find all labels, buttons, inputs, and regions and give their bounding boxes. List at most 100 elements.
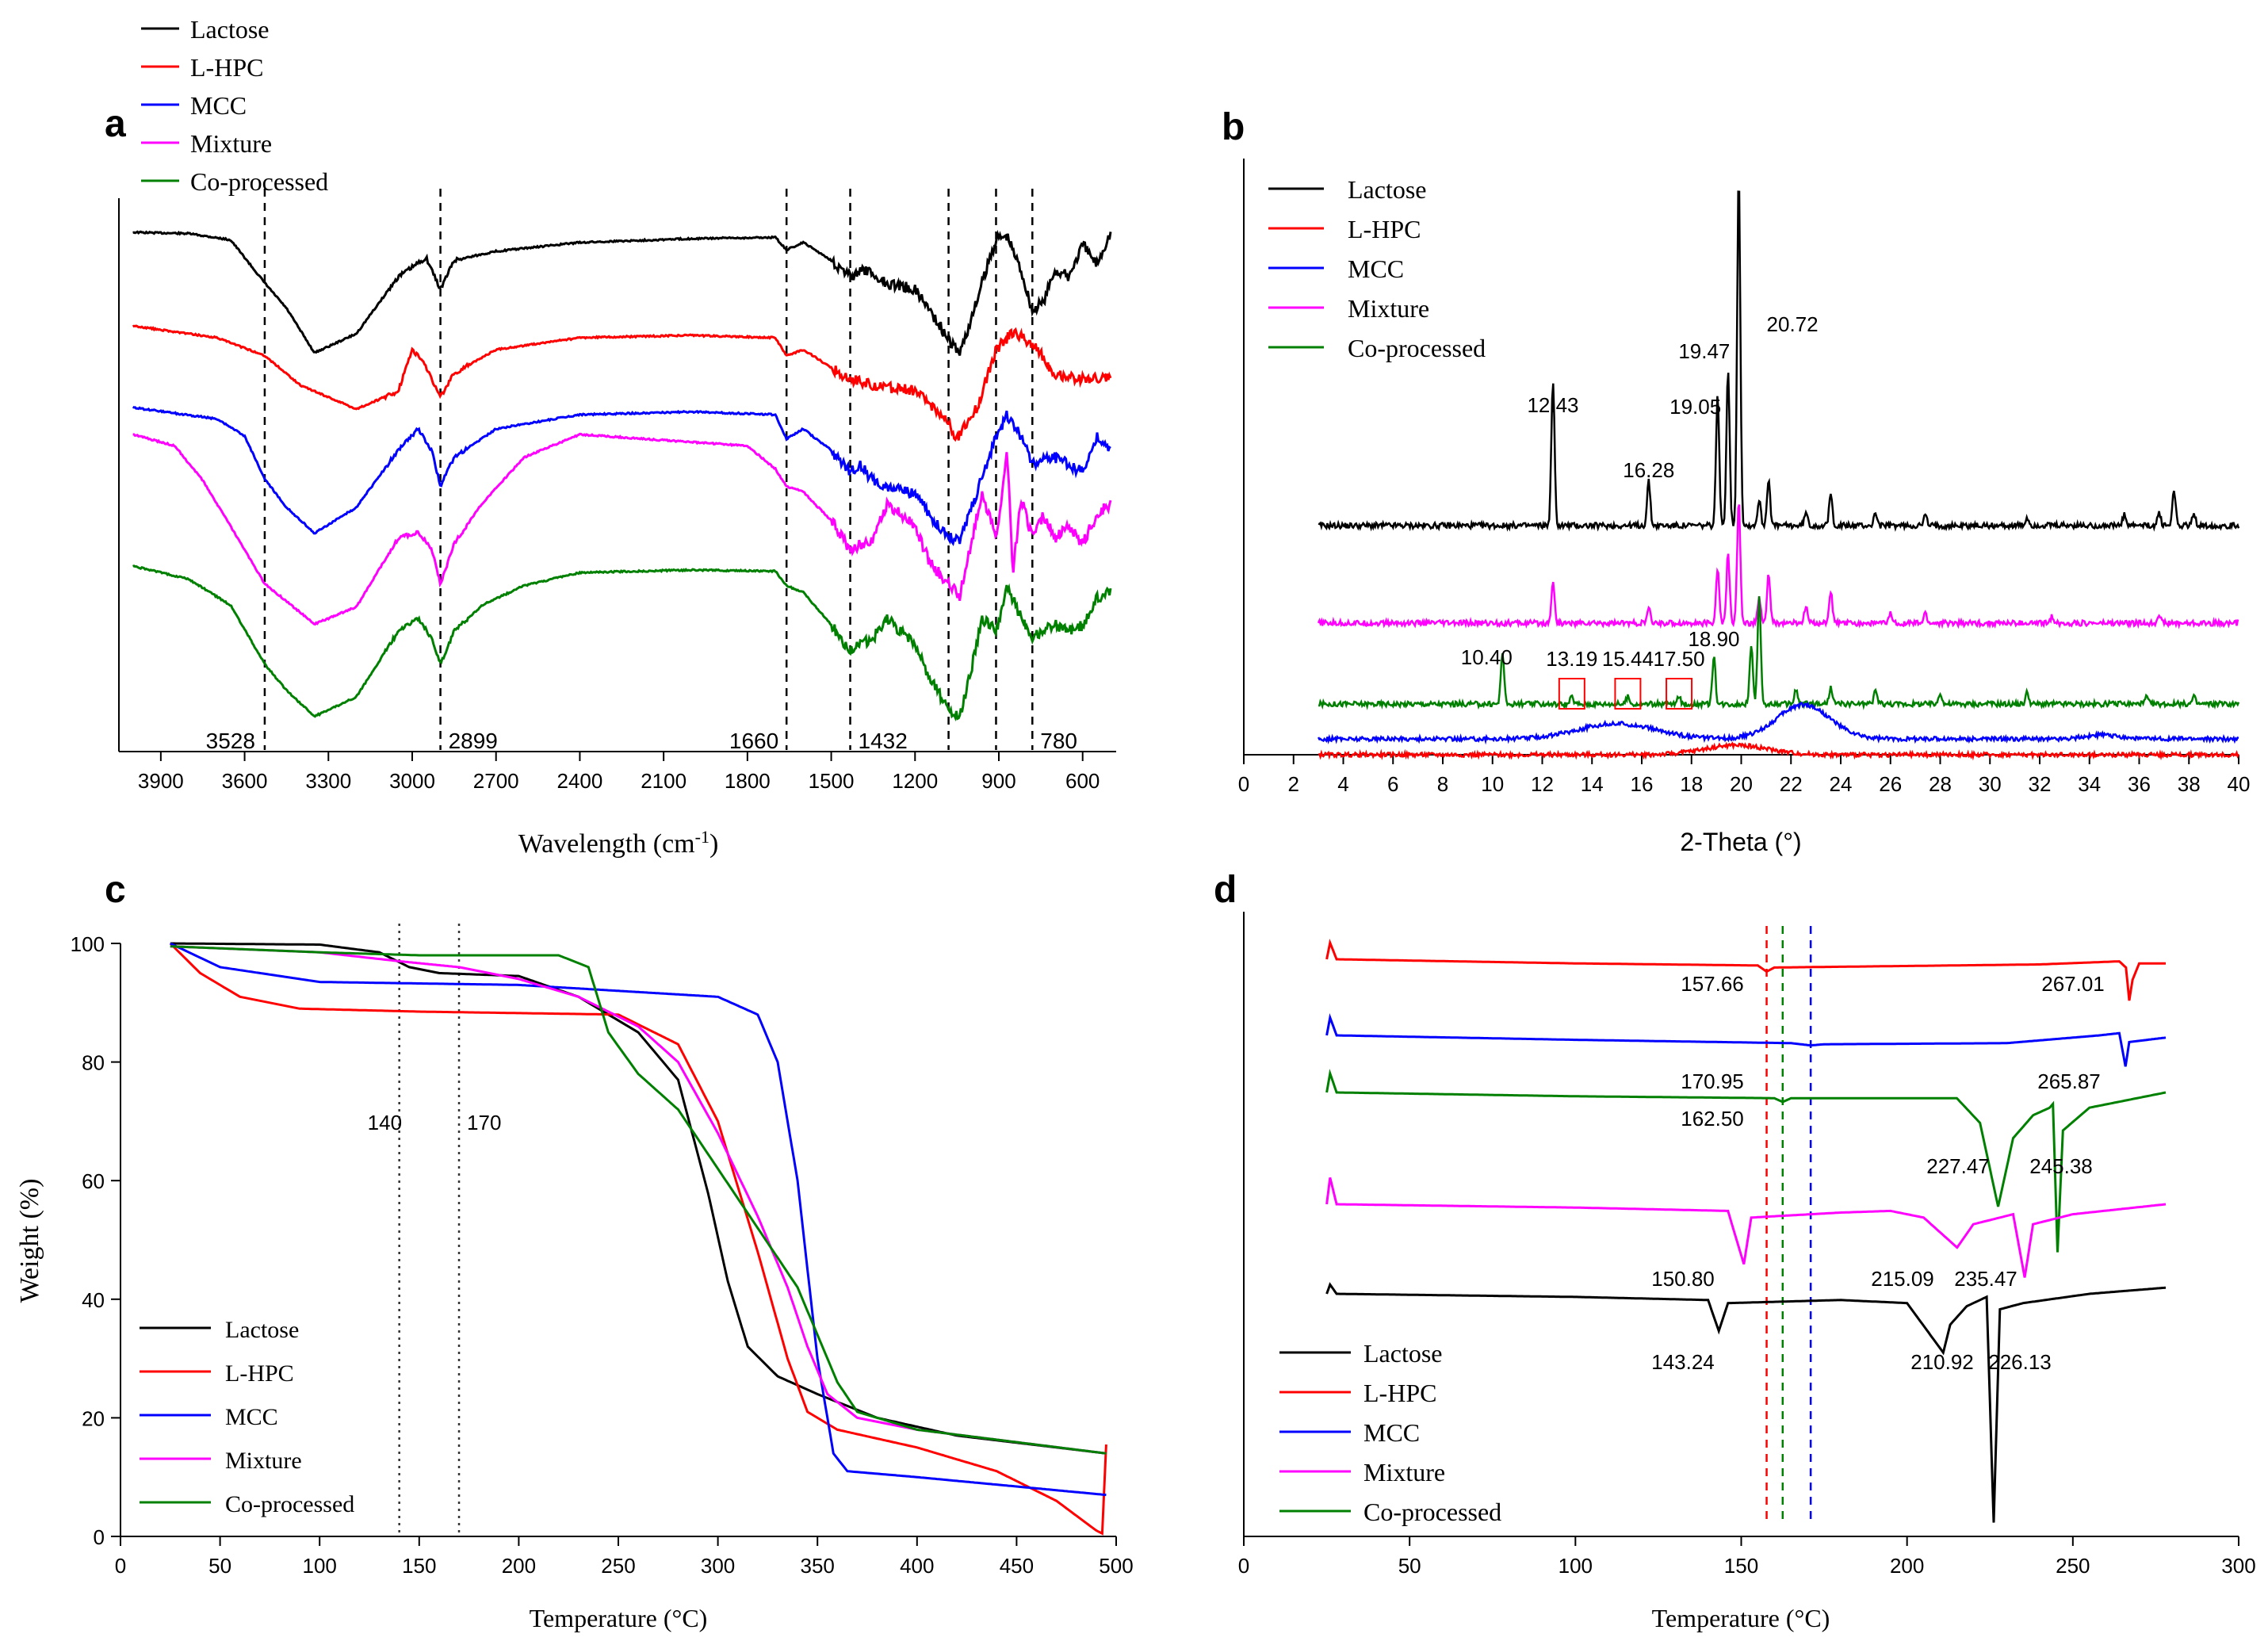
x-tick-label: 250 (601, 1554, 635, 1578)
series-line-l-hpc (1325, 939, 2166, 1001)
legend-label: Mixture (1363, 1458, 1445, 1486)
peak-annotation: 3528 (206, 729, 255, 753)
x-tick-label: 150 (402, 1554, 436, 1578)
y-axis-title: Weight (%) (15, 1179, 44, 1303)
y-tick-label: 60 (82, 1169, 105, 1193)
x-tick-label: 40 (2228, 772, 2251, 796)
peak-annotation: 267.01 (2041, 972, 2105, 996)
x-tick-label: 200 (502, 1554, 536, 1578)
legend-label: MCC (190, 91, 247, 120)
ref-line-label: 140 (368, 1111, 402, 1134)
x-tick-label: 0 (115, 1554, 126, 1578)
series-line-l-hpc (169, 942, 1107, 1536)
x-axis-title: Temperature (°C) (530, 1604, 708, 1632)
x-tick-label: 28 (1929, 772, 1952, 796)
peak-annotation: 210.92 (1910, 1350, 1974, 1374)
legend-label: Mixture (225, 1448, 302, 1474)
x-tick-label: 30 (1979, 772, 2002, 796)
x-tick-label: 20 (1730, 772, 1753, 796)
x-tick-label: 8 (1437, 772, 1448, 796)
legend-label: Lactose (225, 1317, 299, 1343)
peak-annotation: 170.95 (1681, 1069, 1744, 1093)
x-tick-label: 10 (1481, 772, 1504, 796)
peak-annotation: 265.87 (2037, 1069, 2101, 1093)
legend-label: Mixture (190, 129, 272, 158)
peak-annotation: 1432 (859, 729, 908, 753)
peak-annotation: 150.80 (1651, 1267, 1715, 1291)
peak-annotation: 235.47 (1954, 1267, 2017, 1291)
series-line-mcc (1325, 1013, 2167, 1067)
x-tick-label: 34 (2078, 772, 2101, 796)
x-tick-label: 50 (1398, 1554, 1421, 1578)
series-line-mixture (1317, 504, 2239, 629)
panel-d-dsc: 0 50 100 150 200 250 300 Temperature (°C) 157.66… (1238, 912, 2256, 1632)
peak-annotation: 16.28 (1623, 458, 1674, 482)
peak-annotation: 1660 (729, 729, 778, 753)
peak-annotation: 780 (1040, 729, 1077, 753)
legend-label: Mixture (1348, 294, 1429, 323)
series-line-lactose (132, 229, 1112, 356)
legend-label: Co-processed (190, 167, 328, 196)
panel-label-d: d (1214, 869, 1237, 911)
peak-annotation: 227.47 (1926, 1154, 1990, 1178)
legend-label: Lactose (1363, 1339, 1443, 1368)
panel-label-c: c (105, 869, 126, 911)
x-tick-label: 1500 (809, 769, 855, 793)
x-tick-label: 2400 (557, 769, 603, 793)
peak-annotation: 19.05 (1669, 395, 1721, 419)
x-tick-label: 50 (208, 1554, 231, 1578)
x-tick-label: 600 (1065, 769, 1100, 793)
panel-b-xrd: 0 2 4 6 8 10 12 14 16 18 20 22 24 26 28 30 32 34 36 38 402-T… (1238, 159, 2251, 856)
series-line-mixture (1325, 1177, 2167, 1278)
x-tick-label: 12 (1531, 772, 1554, 796)
x-tick-label: 18 (1680, 772, 1703, 796)
panel-a-ftir: 3900 3600 3300 3000 2700 2400 2100 1800 1500 1200… (118, 15, 1116, 859)
x-tick-label: 250 (2056, 1554, 2090, 1578)
y-tick-label: 20 (82, 1406, 105, 1430)
peak-annotation: 20.72 (1767, 312, 1819, 336)
peak-annotation: 15.44 (1602, 647, 1654, 671)
x-tick-label: 350 (801, 1554, 835, 1578)
series-line-l-hpc (132, 324, 1112, 442)
peak-annotation: 226.13 (1988, 1350, 2052, 1374)
x-tick-label: 450 (1000, 1554, 1034, 1578)
x-tick-label: 1200 (892, 769, 938, 793)
x-tick-label: 4 (1337, 772, 1348, 796)
x-tick-label: 2700 (473, 769, 519, 793)
x-tick-label: 32 (2029, 772, 2052, 796)
peak-annotation: 19.47 (1678, 339, 1730, 363)
peak-highlight-box (1614, 678, 1642, 710)
legend-label: L-HPC (1348, 215, 1421, 243)
peak-highlight-box (1558, 678, 1585, 710)
x-tick-label: 400 (900, 1554, 934, 1578)
x-tick-label: 3000 (389, 769, 435, 793)
y-tick-label: 100 (71, 932, 105, 956)
legend-label: L-HPC (1363, 1379, 1436, 1407)
series-line-lactose (170, 942, 1107, 1455)
x-tick-label: 100 (1559, 1554, 1593, 1578)
x-tick-label: 500 (1099, 1554, 1133, 1578)
y-tick-label: 40 (82, 1288, 105, 1312)
legend-label: MCC (1363, 1418, 1420, 1447)
x-tick-label: 14 (1581, 772, 1604, 796)
ref-line-label: 170 (467, 1111, 501, 1134)
x-tick-label: 0 (1238, 772, 1249, 796)
peak-annotation: 12.43 (1527, 393, 1578, 417)
legend-label: Lactose (190, 15, 270, 44)
x-axis-title: 2-Theta (°) (1680, 828, 1801, 856)
series-line-co-processed (1325, 1069, 2167, 1253)
legend-label: Lactose (1348, 175, 1427, 204)
legend-label: L-HPC (225, 1360, 294, 1387)
peak-annotation: 17.50 (1654, 647, 1705, 671)
x-tick-label: 22 (1780, 772, 1803, 796)
x-tick-label: 36 (2128, 772, 2151, 796)
x-tick-label: 24 (1830, 772, 1853, 796)
series-line-l-hpc (1318, 741, 2240, 761)
peak-annotation: 13.19 (1546, 647, 1597, 671)
x-tick-label: 3300 (305, 769, 351, 793)
legend-label: Co-processed (1363, 1498, 1501, 1526)
x-tick-label: 300 (2221, 1554, 2255, 1578)
peak-annotation: 10.40 (1461, 645, 1513, 669)
x-tick-label: 2 (1288, 772, 1299, 796)
legend-label: L-HPC (190, 53, 263, 82)
